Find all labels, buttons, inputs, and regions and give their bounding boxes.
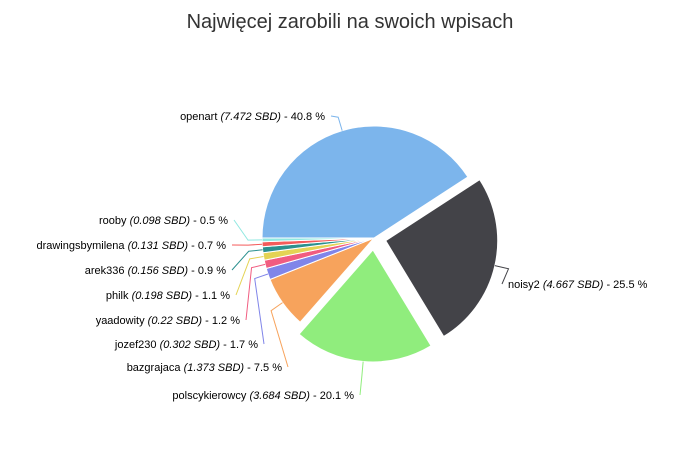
slice-label-yaadowity: yaadowity (0.22 SBD) - 1.2 % bbox=[96, 315, 241, 327]
slice-label-bazgrajaca: bazgrajaca (1.373 SBD) - 7.5 % bbox=[127, 362, 283, 374]
slice-label-percent: - 40.8 % bbox=[281, 111, 325, 123]
slice-label-value: (7.472 SBD) bbox=[220, 111, 281, 123]
pie-slice-openart[interactable] bbox=[261, 125, 469, 239]
slice-label-value: (3.684 SBD) bbox=[249, 390, 310, 402]
slice-label-percent: - 0.7 % bbox=[188, 240, 226, 252]
connector-philk bbox=[235, 256, 264, 296]
slice-label-percent: - 1.1 % bbox=[192, 290, 230, 302]
slice-label-percent: - 1.2 % bbox=[202, 315, 240, 327]
connector-openart bbox=[330, 115, 343, 131]
slice-label-value: (0.098 SBD) bbox=[130, 215, 191, 227]
slice-label-value: (0.156 SBD) bbox=[128, 265, 189, 277]
connector-rooby bbox=[233, 219, 263, 241]
slice-label-jozef230: jozef230 (0.302 SBD) - 1.7 % bbox=[114, 339, 258, 351]
slice-label-openart: openart (7.472 SBD) - 40.8 % bbox=[180, 111, 325, 123]
connector-drawingsbymilena bbox=[231, 243, 263, 246]
slice-label-name: arek336 bbox=[85, 265, 128, 277]
slice-label-polscykierowcy: polscykierowcy (3.684 SBD) - 20.1 % bbox=[172, 390, 354, 402]
connector-noisy2 bbox=[494, 265, 510, 285]
slice-label-drawingsbymilena: drawingsbymilena (0.131 SBD) - 0.7 % bbox=[36, 240, 226, 252]
connector-polscykierowcy bbox=[359, 361, 364, 396]
slice-label-name: philk bbox=[106, 290, 132, 302]
pie-slice-polscykierowcy[interactable] bbox=[298, 249, 432, 363]
slice-label-percent: - 20.1 % bbox=[310, 390, 354, 402]
slice-label-noisy2: noisy2 (4.667 SBD) - 25.5 % bbox=[508, 279, 648, 291]
slice-label-value: (0.198 SBD) bbox=[132, 290, 193, 302]
slice-label-name: noisy2 bbox=[508, 279, 543, 291]
slice-label-name: drawingsbymilena bbox=[36, 240, 127, 252]
slice-label-value: (0.302 SBD) bbox=[160, 339, 221, 351]
slice-label-value: (0.131 SBD) bbox=[128, 240, 189, 252]
slice-label-name: bazgrajaca bbox=[127, 362, 184, 374]
slice-label-name: polscykierowcy bbox=[172, 390, 249, 402]
chart-title: Najwięcej zarobili na swoich wpisach bbox=[187, 11, 514, 33]
connector-arek336 bbox=[231, 249, 263, 271]
slice-label-name: jozef230 bbox=[114, 339, 160, 351]
slice-label-rooby: rooby (0.098 SBD) - 0.5 % bbox=[99, 215, 228, 227]
slice-label-percent: - 7.5 % bbox=[244, 362, 282, 374]
pie-slices bbox=[261, 125, 499, 363]
connector-jozef230 bbox=[254, 273, 269, 345]
slice-label-value: (0.22 SBD) bbox=[148, 315, 203, 327]
slice-labels: openart (7.472 SBD) - 40.8 % noisy2 (4.66… bbox=[36, 111, 647, 402]
slice-label-value: (4.667 SBD) bbox=[543, 279, 604, 291]
connector-bazgrajaca bbox=[270, 302, 289, 368]
slice-label-arek336: arek336 (0.156 SBD) - 0.9 % bbox=[85, 265, 226, 277]
slice-label-name: rooby bbox=[99, 215, 130, 227]
slice-label-percent: - 0.5 % bbox=[190, 215, 228, 227]
slice-label-philk: philk (0.198 SBD) - 1.1 % bbox=[106, 290, 230, 302]
slice-label-name: yaadowity bbox=[96, 315, 148, 327]
pie-slice-noisy2[interactable] bbox=[385, 178, 499, 338]
slice-label-percent: - 1.7 % bbox=[220, 339, 258, 351]
slice-label-value: (1.373 SBD) bbox=[184, 362, 245, 374]
slice-label-name: openart bbox=[180, 111, 220, 123]
slice-label-percent: - 25.5 % bbox=[603, 279, 647, 291]
label-connectors bbox=[231, 115, 510, 396]
slice-label-percent: - 0.9 % bbox=[188, 265, 226, 277]
connector-yaadowity bbox=[245, 263, 266, 321]
